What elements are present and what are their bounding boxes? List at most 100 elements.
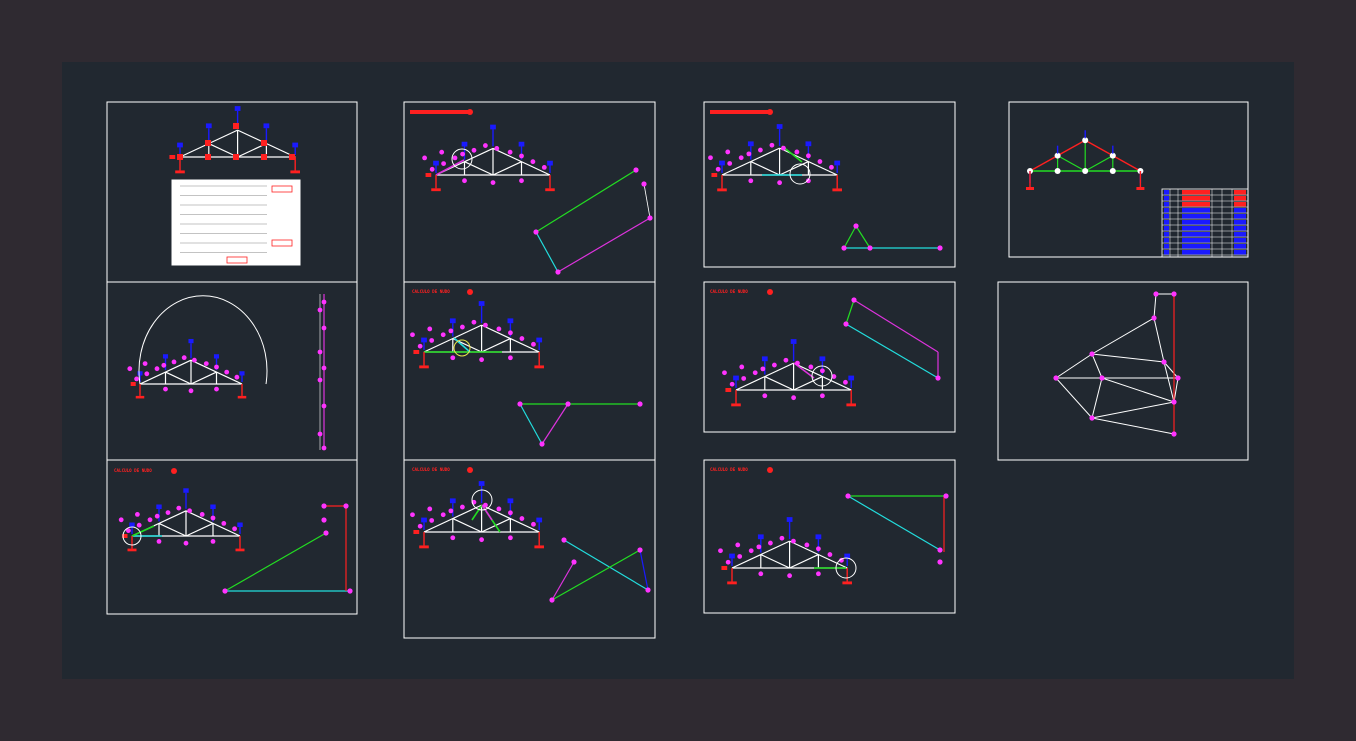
load-label-box bbox=[790, 339, 797, 344]
node-dot-icon bbox=[118, 517, 124, 523]
pin-support-icon bbox=[842, 581, 852, 585]
load-label-box bbox=[815, 534, 822, 540]
web-member bbox=[789, 554, 819, 569]
node-marker bbox=[289, 154, 295, 160]
node-dot-icon bbox=[738, 155, 744, 161]
node-dot-icon bbox=[471, 319, 477, 325]
node-dot-icon bbox=[517, 401, 523, 407]
cremona-member bbox=[1091, 317, 1155, 355]
node-dot-icon bbox=[1171, 291, 1177, 297]
pin-support-icon bbox=[1026, 187, 1034, 190]
web-member bbox=[760, 554, 790, 569]
node-dot-icon bbox=[539, 441, 545, 447]
pin-support-icon bbox=[419, 365, 429, 369]
node-dot-icon bbox=[321, 517, 327, 523]
node-dot-icon bbox=[134, 376, 139, 382]
force-polygon-line bbox=[845, 299, 855, 325]
horizontal-reaction bbox=[721, 566, 728, 570]
pin-support-icon bbox=[175, 170, 185, 174]
node-dot-icon bbox=[1089, 415, 1095, 421]
node-dot-icon bbox=[161, 362, 167, 368]
node-dot-icon bbox=[756, 544, 762, 550]
node-dot-icon bbox=[727, 161, 733, 166]
table-cell bbox=[1164, 244, 1169, 249]
load-label-box bbox=[733, 375, 739, 381]
drawing-frame bbox=[403, 281, 656, 461]
node-dot-icon bbox=[508, 535, 513, 541]
node-dot-icon bbox=[839, 557, 844, 563]
node-dot-icon bbox=[851, 297, 857, 303]
node-dot-icon bbox=[427, 326, 433, 332]
horizontal-reaction bbox=[130, 382, 136, 386]
node-dot-icon bbox=[224, 369, 230, 375]
pin-support-icon bbox=[832, 188, 842, 192]
node-dot-icon bbox=[729, 381, 735, 387]
node-dot-icon bbox=[841, 245, 847, 251]
node-dot-icon bbox=[555, 269, 561, 275]
force-polygon-line bbox=[853, 299, 939, 353]
node-dot-icon bbox=[188, 388, 194, 394]
drawing-frame bbox=[106, 459, 358, 615]
node-dot-icon bbox=[410, 332, 415, 338]
node-dot-icon bbox=[1171, 399, 1177, 405]
load-label-box bbox=[234, 106, 241, 111]
load-label-box bbox=[421, 517, 427, 523]
node-dot-icon bbox=[739, 364, 745, 370]
pin-support-icon bbox=[127, 548, 137, 552]
cremona-member bbox=[1055, 353, 1093, 379]
node-dot-icon bbox=[1151, 315, 1157, 321]
node-dot-icon bbox=[769, 142, 775, 148]
drawing-frame bbox=[403, 459, 656, 639]
web-member bbox=[793, 376, 823, 391]
table-cell bbox=[1182, 214, 1210, 219]
force-polygon-line bbox=[224, 532, 327, 592]
node-dot-icon bbox=[490, 180, 496, 185]
node-dot-icon bbox=[843, 379, 848, 385]
table-cell bbox=[1164, 220, 1169, 225]
table-cell bbox=[1234, 238, 1246, 243]
node-dot-icon bbox=[417, 343, 423, 349]
drawing-frame bbox=[703, 101, 956, 268]
node-dot-icon bbox=[508, 510, 513, 516]
cremona-member bbox=[1153, 317, 1165, 363]
node-dot-icon bbox=[429, 166, 435, 172]
node-dot-icon bbox=[203, 361, 209, 366]
node-dot-icon bbox=[210, 539, 216, 544]
title-marker-icon bbox=[467, 289, 473, 295]
node-dot-icon bbox=[479, 537, 484, 543]
node-calc-title: CALCULO DE NUDO bbox=[412, 467, 450, 472]
node-dot-icon bbox=[804, 542, 810, 548]
load-label-box bbox=[844, 553, 851, 559]
node-dot-icon bbox=[154, 366, 160, 372]
node-dot-icon bbox=[343, 503, 349, 509]
table-cell bbox=[1164, 238, 1169, 243]
table-cell bbox=[1234, 232, 1246, 237]
web-member bbox=[750, 161, 780, 176]
load-label-box bbox=[757, 534, 764, 540]
pin-support-icon bbox=[1136, 187, 1145, 190]
node-dot-icon bbox=[531, 341, 536, 347]
table-cell bbox=[1164, 214, 1169, 219]
node-dot-icon bbox=[441, 161, 446, 166]
pin-support-icon bbox=[290, 170, 300, 174]
results-table bbox=[1161, 188, 1249, 258]
node-dot-icon bbox=[531, 521, 536, 527]
result-box bbox=[271, 239, 293, 247]
node-dot-icon bbox=[708, 155, 713, 161]
pin-support-icon bbox=[846, 403, 856, 407]
node-dot-icon bbox=[440, 332, 446, 338]
web-member bbox=[208, 143, 238, 158]
node-marker bbox=[1109, 168, 1116, 174]
force-polygon-line bbox=[551, 549, 641, 601]
node-dot-icon bbox=[787, 573, 792, 579]
node-calc-title: CALCULO DE NUDO bbox=[114, 468, 152, 473]
node-dot-icon bbox=[781, 145, 786, 151]
title-marker-icon bbox=[467, 467, 473, 473]
rotation-arc bbox=[138, 295, 268, 385]
node-dot-icon bbox=[816, 546, 821, 552]
node-dot-icon bbox=[508, 330, 513, 336]
node-focus-circle bbox=[471, 489, 493, 511]
node-marker bbox=[177, 154, 183, 160]
node-dot-icon bbox=[637, 547, 643, 553]
load-label-box bbox=[213, 354, 220, 359]
